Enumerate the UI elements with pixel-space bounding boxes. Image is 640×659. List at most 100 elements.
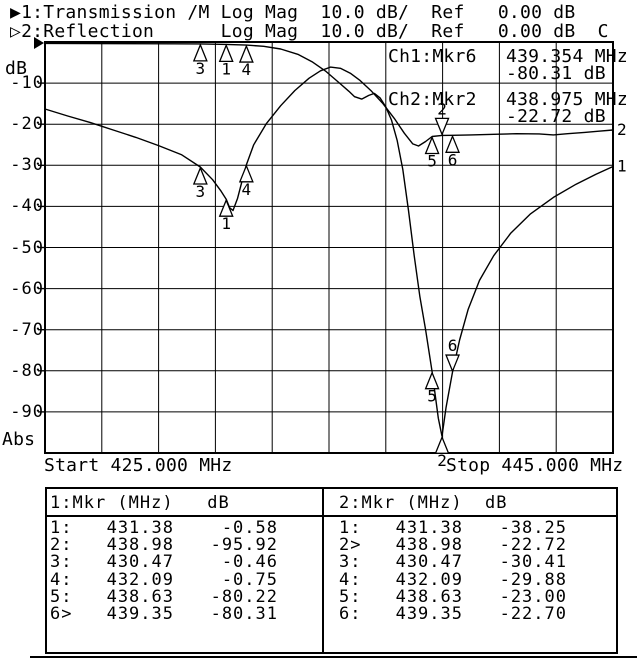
marker-number-label: 3 [196,59,206,78]
marker-frequency: 431.38 [395,518,463,538]
marker-level: -23.00 [499,586,567,607]
marker-level: -95.92 [210,535,278,556]
marker-table-ch2-rows: 1: 431.38 -38.25 2> 438.98 -22.72 3: 430.47 -30.… [324,517,616,623]
y-axis-abs-label: Abs [2,429,36,450]
marker-level: -30.41 [499,552,567,573]
marker-number-label: 2 [437,99,447,118]
y-axis-tick-label: -30 [10,155,44,176]
marker-number-label: 2 [437,451,447,470]
trace-transmission [44,42,614,437]
marker-number-label: 1 [221,214,231,233]
marker-frequency: 439.35 [106,604,174,625]
marker-triangle [424,370,440,390]
marker-triangle [218,198,234,217]
marker-table-row: 2: 438.98 -95.92 [50,537,322,554]
marker-triangle [434,117,450,137]
marker-frequency: 438.98 [395,535,463,556]
marker-level: -22.70 [499,604,567,625]
marker-table-row: 2> 438.98 -22.72 [339,537,616,554]
y-axis-tick-label: -40 [10,196,44,217]
marker-table-ch1-header: 1:Mkr (MHz) dB [47,489,322,517]
marker-table-row: 5: 438.63 -23.00 [339,586,616,607]
marker-index: 4: [339,569,362,590]
marker-index: 2> [339,535,362,556]
marker-level: -29.88 [499,569,567,590]
channel1-title-line: ▶1:Transmission /M Log Mag 10.0 dB/ Ref … [10,2,576,23]
marker-table-row: 3: 430.47 -0.46 [50,554,322,571]
y-axis-tick-label: -60 [10,278,44,299]
y-axis-tick-label: -20 [10,114,44,135]
marker-index: 2: [50,535,73,556]
y-axis-tick-label: -10 [10,73,44,94]
marker-index: 6> [50,604,73,625]
marker-number-label: 4 [242,180,252,199]
marker-number-label: 4 [242,60,252,79]
y-axis-tick-label: -90 [10,401,44,422]
marker-number-label: 1 [221,59,231,78]
marker-frequency: 439.35 [395,604,463,625]
marker-number-label: 6 [448,336,458,355]
trace-number-label: 2 [617,120,627,139]
start-frequency-label: Start 425.000 MHz [44,455,233,476]
marker-table-row: 1: 431.38 -38.25 [339,518,616,538]
y-axis-unit-label: dB [5,58,28,79]
marker-index: 5: [339,586,362,607]
ch1-marker-level: -80.31 dB [506,63,606,84]
marker-table-row: 1: 431.38 -0.58 [50,518,322,538]
ch2-marker-level: -22.72 dB [506,106,606,127]
marker-level: -0.46 [221,552,278,573]
marker-frequency: 438.98 [106,535,174,556]
y-axis-tick-label: -80 [10,360,44,381]
marker-index: 4: [50,569,73,590]
marker-level: -0.75 [221,569,278,590]
ch2-marker-readout-label: Ch2:Mkr2 [388,89,477,110]
marker-frequency: 431.38 [106,518,174,538]
marker-frequency: 430.47 [106,552,174,573]
marker-frequency: 432.09 [395,569,463,590]
marker-frequency: 430.47 [395,552,463,573]
marker-level: -80.31 [210,604,278,625]
marker-table-row: 3: 430.47 -30.41 [339,554,616,571]
marker-number-label: 5 [427,387,437,406]
marker-table-row: 4: 432.09 -0.75 [50,569,322,590]
marker-index: 3: [339,552,362,573]
marker-index: 5: [50,586,73,607]
marker-table-ch2-header: 2:Mkr (MHz) dB [324,489,616,517]
trace-number-label: 1 [617,157,627,176]
marker-number-label: 5 [427,152,437,171]
marker-table-row: 5: 438.63 -80.22 [50,586,322,607]
marker-triangle [424,135,440,155]
marker-table-row: 6: 439.35 -22.70 [339,604,616,625]
marker-index: 3: [50,552,73,573]
marker-table-ch1: 1:Mkr (MHz) dB 1: 431.38 -0.58 2: 438.98 -95.… [45,487,322,654]
channel2-title-line: ▷2:Reflection Log Mag 10.0 dB/ Ref 0.00 … [10,21,609,42]
marker-level: -22.72 [499,535,567,556]
y-axis-tick-label: -70 [10,319,44,340]
y-axis-tick-label: -50 [10,237,44,258]
trace-reflection [44,66,614,212]
marker-triangle [445,134,461,153]
marker-table-row: 6> 439.35 -80.31 [50,604,322,625]
marker-triangle [434,435,450,454]
marker-frequency: 438.63 [395,586,463,607]
marker-triangle [192,166,208,185]
marker-index: 6: [339,604,362,625]
marker-triangle [445,354,461,373]
marker-triangle [192,43,208,62]
marker-level: -38.25 [499,518,567,538]
stop-frequency-label: Stop 445.000 MHz [446,455,624,476]
marker-triangle [238,44,254,63]
marker-table-ch2: 2:Mkr (MHz) dB 1: 431.38 -38.25 2> 438.98 -22… [322,487,618,654]
marker-number-label: 3 [196,182,206,201]
ref-level-indicator [34,37,44,49]
ch2-marker-freq: 438.975 MHz [506,89,628,110]
ch1-marker-readout-label: Ch1:Mkr6 [388,46,477,67]
marker-index: 1: [50,518,73,538]
marker-index: 1: [339,518,362,538]
marker-level: -80.22 [210,586,278,607]
marker-frequency: 432.09 [106,569,174,590]
marker-triangle [238,164,254,183]
marker-table-ch1-rows: 1: 431.38 -0.58 2: 438.98 -95.92 3: 430.47 -0.46… [47,517,322,623]
